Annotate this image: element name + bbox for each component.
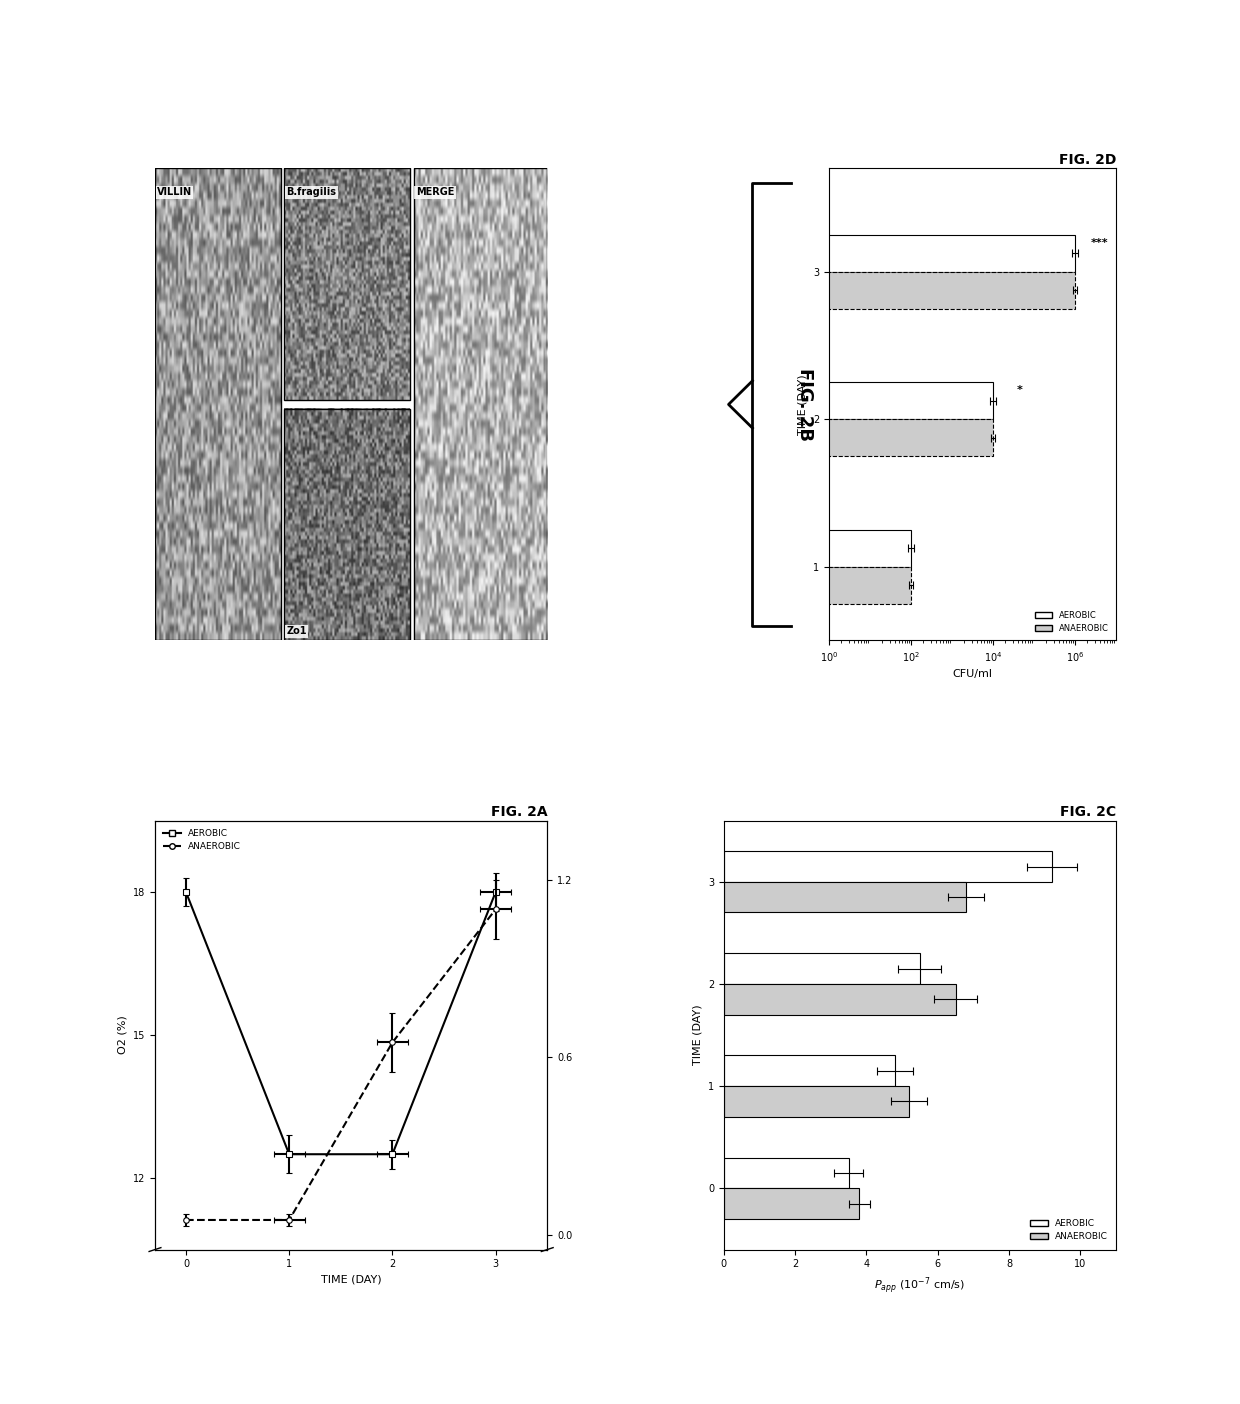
Legend: AEROBIC, ANAEROBIC: AEROBIC, ANAEROBIC [160, 826, 244, 855]
Legend: AEROBIC, ANAEROBIC: AEROBIC, ANAEROBIC [1027, 1216, 1111, 1245]
Text: MERGE: MERGE [415, 187, 454, 198]
Text: ***: *** [1090, 237, 1109, 249]
Text: FIG. 2C: FIG. 2C [1060, 806, 1116, 820]
Bar [724, 953, 920, 984]
Text: Zo1: Zo1 [286, 626, 308, 636]
Text: FIG. 2B: FIG. 2B [796, 368, 815, 441]
Text: FIG. 2A: FIG. 2A [491, 806, 547, 820]
Legend: AEROBIC, ANAEROBIC: AEROBIC, ANAEROBIC [1032, 608, 1112, 636]
Text: VILLIN: VILLIN [157, 187, 192, 198]
Bar [724, 1158, 848, 1188]
Bar [0, 272, 1075, 309]
X-axis label: $P_{app}$ (10$^{-7}$ cm/s): $P_{app}$ (10$^{-7}$ cm/s) [874, 1275, 966, 1296]
X-axis label: TIME (DAY): TIME (DAY) [321, 1275, 382, 1285]
Bar [284, 409, 410, 640]
Bar [284, 168, 410, 400]
Bar [724, 1056, 895, 1087]
Bar [0, 382, 993, 420]
Bar [724, 984, 956, 1015]
X-axis label: CFU/ml: CFU/ml [952, 670, 992, 680]
Bar [724, 1087, 909, 1116]
Bar [724, 882, 966, 913]
Bar [155, 168, 280, 640]
Text: *: * [1017, 385, 1023, 396]
Bar [0, 529, 911, 567]
Bar [0, 420, 993, 456]
Text: B.fragilis: B.fragilis [286, 187, 336, 198]
Bar [0, 234, 1075, 272]
Bar [0, 567, 911, 604]
Y-axis label: O2 (%): O2 (%) [118, 1015, 128, 1054]
Bar [724, 851, 1052, 882]
Bar [414, 168, 547, 640]
Y-axis label: TIME (DAY): TIME (DAY) [692, 1005, 702, 1066]
Bar [724, 1188, 859, 1219]
Text: FIG. 2D: FIG. 2D [1059, 153, 1116, 167]
Y-axis label: TIME (DAY): TIME (DAY) [797, 373, 807, 435]
